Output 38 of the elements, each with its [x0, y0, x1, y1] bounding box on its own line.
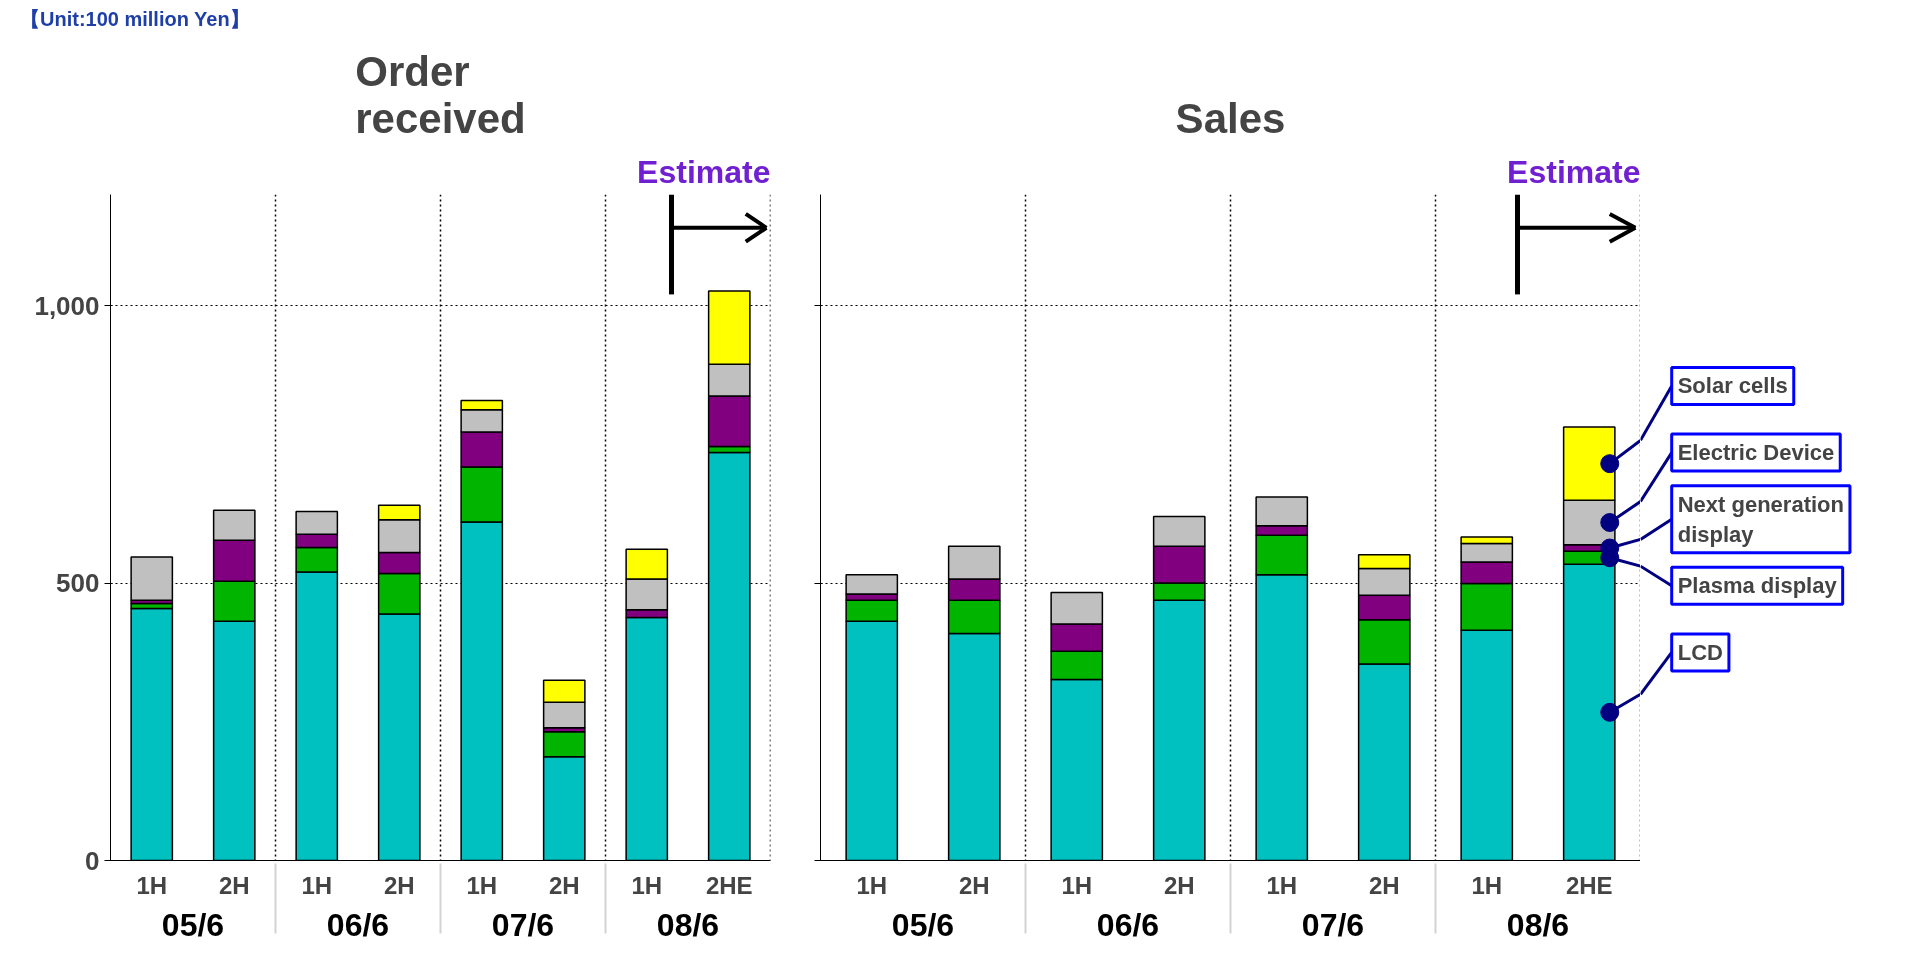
- y-tick-label: 500: [56, 568, 100, 598]
- chart-title: Sales: [1175, 94, 1286, 142]
- x-tick-label: 1H: [631, 871, 663, 899]
- x-tick-label: 2H: [548, 871, 580, 899]
- x-tick-label: 1H: [856, 871, 888, 899]
- text: Next generation display: [1677, 491, 1844, 547]
- x-tick-label: 1H: [466, 871, 498, 899]
- y-tick-label: 1,000: [34, 290, 100, 321]
- bar: [130, 556, 174, 601]
- text: 05/6: [161, 906, 225, 943]
- x-tick-label: 2HE: [705, 871, 753, 899]
- x-tick-label: 2H: [1163, 871, 1195, 899]
- x-tick-label: 1H: [1471, 871, 1503, 899]
- x-tick-label: 2H: [1368, 871, 1400, 899]
- text: Plasma display: [1677, 573, 1838, 599]
- text: 05/6: [891, 906, 955, 943]
- text: Electric Device: [1677, 440, 1835, 466]
- x-tick-label: 2H: [383, 871, 415, 899]
- text: 06/6: [1096, 906, 1160, 943]
- x-tick-label: 1H: [1266, 871, 1298, 899]
- text: 07/6: [1301, 906, 1365, 943]
- x-tick-label: 2H: [958, 871, 990, 899]
- x-tick-label: 1H: [136, 871, 168, 899]
- text: Estimate: [637, 153, 771, 190]
- x-tick-label: 2HE: [1565, 871, 1613, 899]
- text: Solar cells: [1677, 373, 1788, 399]
- x-tick-label: 1H: [301, 871, 333, 899]
- y-axis-title: 【Unit:100 million Yen】: [20, 7, 250, 32]
- y-tick-label: 0: [85, 845, 100, 876]
- text: 08/6: [656, 906, 720, 943]
- text: 08/6: [1506, 906, 1570, 943]
- text: Estimate: [1507, 153, 1641, 190]
- text: 07/6: [491, 906, 555, 943]
- x-tick-label: 2H: [218, 871, 250, 899]
- text: 06/6: [326, 906, 390, 943]
- chart-title: Order received: [355, 47, 526, 142]
- x-tick-label: 1H: [1061, 871, 1093, 899]
- text: LCD: [1677, 639, 1723, 665]
